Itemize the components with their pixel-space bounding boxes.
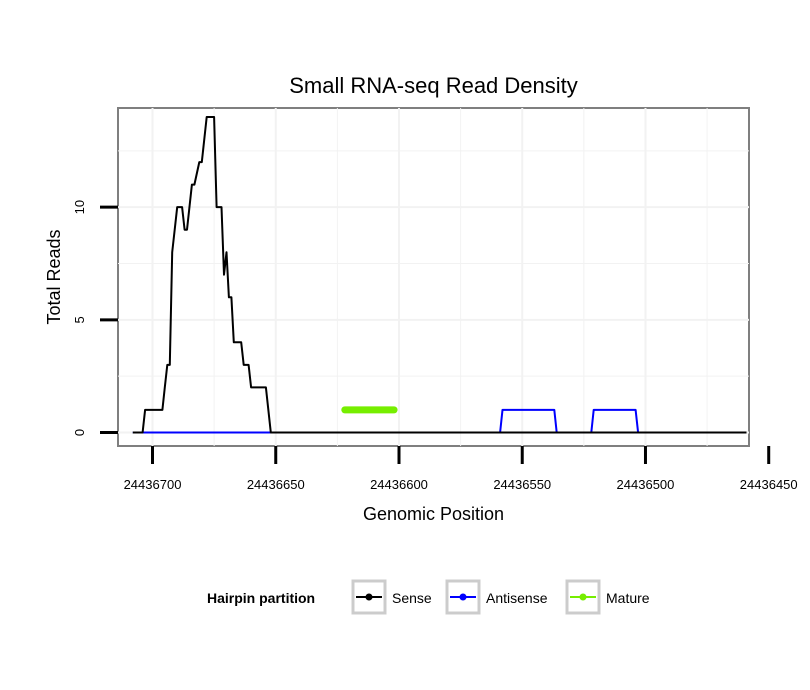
y-tick-label: 5 — [72, 316, 87, 323]
x-axis-label: Genomic Position — [363, 504, 504, 524]
series-lines — [132, 116, 747, 434]
legend-key-point — [365, 593, 373, 601]
x-tick-label: 24436500 — [617, 477, 675, 492]
x-tick-label: 24436450 — [740, 477, 798, 492]
legend-label-sense: Sense — [392, 590, 432, 606]
legend-key-point — [459, 593, 467, 601]
x-axis: 24436700 24436650 24436600 24436550 24436500… — [124, 446, 798, 492]
series-line-sense — [132, 116, 747, 434]
legend-title: Hairpin partition — [207, 590, 315, 606]
x-tick-label: 24436600 — [370, 477, 428, 492]
legend: Hairpin partition Sense Antisense Mature — [207, 579, 650, 615]
y-tick-label: 0 — [72, 429, 87, 436]
x-tick-label: 24436650 — [247, 477, 305, 492]
legend-label-mature: Mature — [606, 590, 650, 606]
plot-panel — [117, 107, 750, 447]
y-axis: 0 5 10 — [72, 200, 118, 436]
y-axis-label: Total Reads — [44, 229, 64, 324]
legend-key-point — [579, 593, 587, 601]
x-tick-label: 24436700 — [124, 477, 182, 492]
legend-label-antisense: Antisense — [486, 590, 548, 606]
x-tick-label: 24436550 — [493, 477, 551, 492]
chart-title: Small RNA-seq Read Density — [289, 73, 578, 98]
y-tick-label: 10 — [72, 200, 87, 214]
